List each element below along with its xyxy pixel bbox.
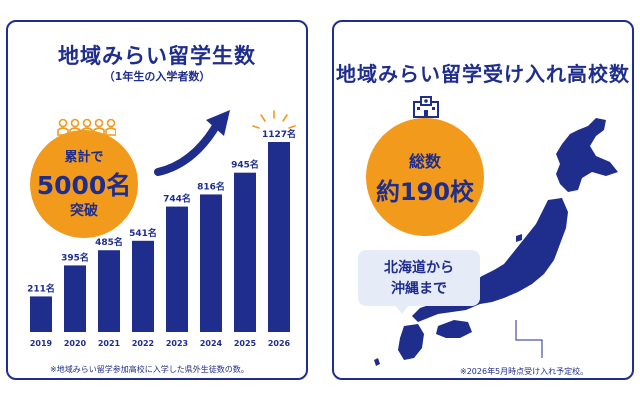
schools-badge-line2: 約190校: [375, 178, 475, 206]
total-badge-line2: 5000名: [36, 171, 132, 200]
okinawa-shape: [374, 358, 380, 366]
students-footnote: ※地域みらい留学参加高校に入学した県外生徒数の数。: [50, 365, 249, 374]
coverage-bubble-line2: 沖縄まで: [391, 281, 447, 297]
category-label-2026: 2026: [268, 339, 291, 348]
value-label-2025: 945名: [231, 159, 259, 171]
total-badge-line3: 突破: [70, 203, 98, 219]
bar-2023: [166, 206, 188, 332]
students-panel: 地域みらい留学生数 （1年生の入学者数） 累計で 5000名 突破 211名 20…: [6, 20, 308, 380]
japan-map: [374, 118, 618, 366]
category-label-2019: 2019: [30, 339, 53, 348]
category-label-2023: 2023: [166, 339, 188, 348]
okinawa-inset-border: [515, 320, 543, 358]
schools-footnote: ※2026年5月時点受け入れ予定校。: [460, 367, 589, 376]
value-label-2022: 541名: [129, 227, 157, 239]
growth-arrow-icon: [154, 122, 220, 176]
schools-badge-line1: 総数: [408, 152, 441, 171]
coverage-bubble-tail: [394, 304, 410, 314]
bar-2021: [98, 250, 120, 332]
schools-total-badge: 総数 約190校: [366, 118, 484, 236]
bar-2019: [30, 296, 52, 332]
value-label-2023: 744名: [163, 193, 191, 205]
students-bar-chart: 211名 2019 395名 2020 485名 2021 541名 2022 744名 2023…: [27, 110, 296, 348]
bar-2024: [200, 194, 222, 332]
shikoku-shape: [436, 320, 472, 338]
coverage-bubble: 北海道から 沖縄まで: [358, 250, 480, 306]
hokkaido-shape: [556, 118, 618, 192]
value-label-2024: 816名: [197, 180, 225, 192]
total-badge: 累計で 5000名 突破: [30, 130, 138, 238]
school-building-icon: [413, 96, 439, 118]
total-badge-line1: 累計で: [64, 150, 104, 165]
kyushu-shape: [398, 324, 424, 360]
schools-panel: 地域みらい留学受け入れ高校数 総数 約190校 北海道から 沖縄まで ※2026…: [332, 20, 634, 380]
bar-2020: [64, 265, 86, 332]
growth-arrowhead-icon: [206, 110, 230, 136]
sado-shape: [516, 234, 522, 242]
honshu-shape: [412, 198, 568, 322]
value-label-2026: 1127名: [262, 128, 296, 140]
category-label-2024: 2024: [200, 339, 223, 348]
value-label-2020: 395名: [61, 251, 89, 263]
students-title: 地域みらい留学生数: [58, 44, 256, 68]
category-label-2020: 2020: [64, 339, 87, 348]
students-subtitle: （1年生の入学者数）: [103, 70, 211, 83]
coverage-bubble-line1: 北海道から: [384, 260, 454, 276]
bar-2025: [234, 172, 256, 332]
category-label-2025: 2025: [234, 339, 257, 348]
schools-title: 地域みらい留学受け入れ高校数: [336, 62, 630, 86]
bar-2022: [132, 240, 154, 332]
category-label-2022: 2022: [132, 339, 154, 348]
bar-2026: [268, 142, 290, 332]
category-label-2021: 2021: [98, 339, 121, 348]
value-label-2019: 211名: [27, 282, 55, 294]
value-label-2021: 485名: [95, 236, 123, 248]
sparkle-icon: [252, 110, 296, 129]
